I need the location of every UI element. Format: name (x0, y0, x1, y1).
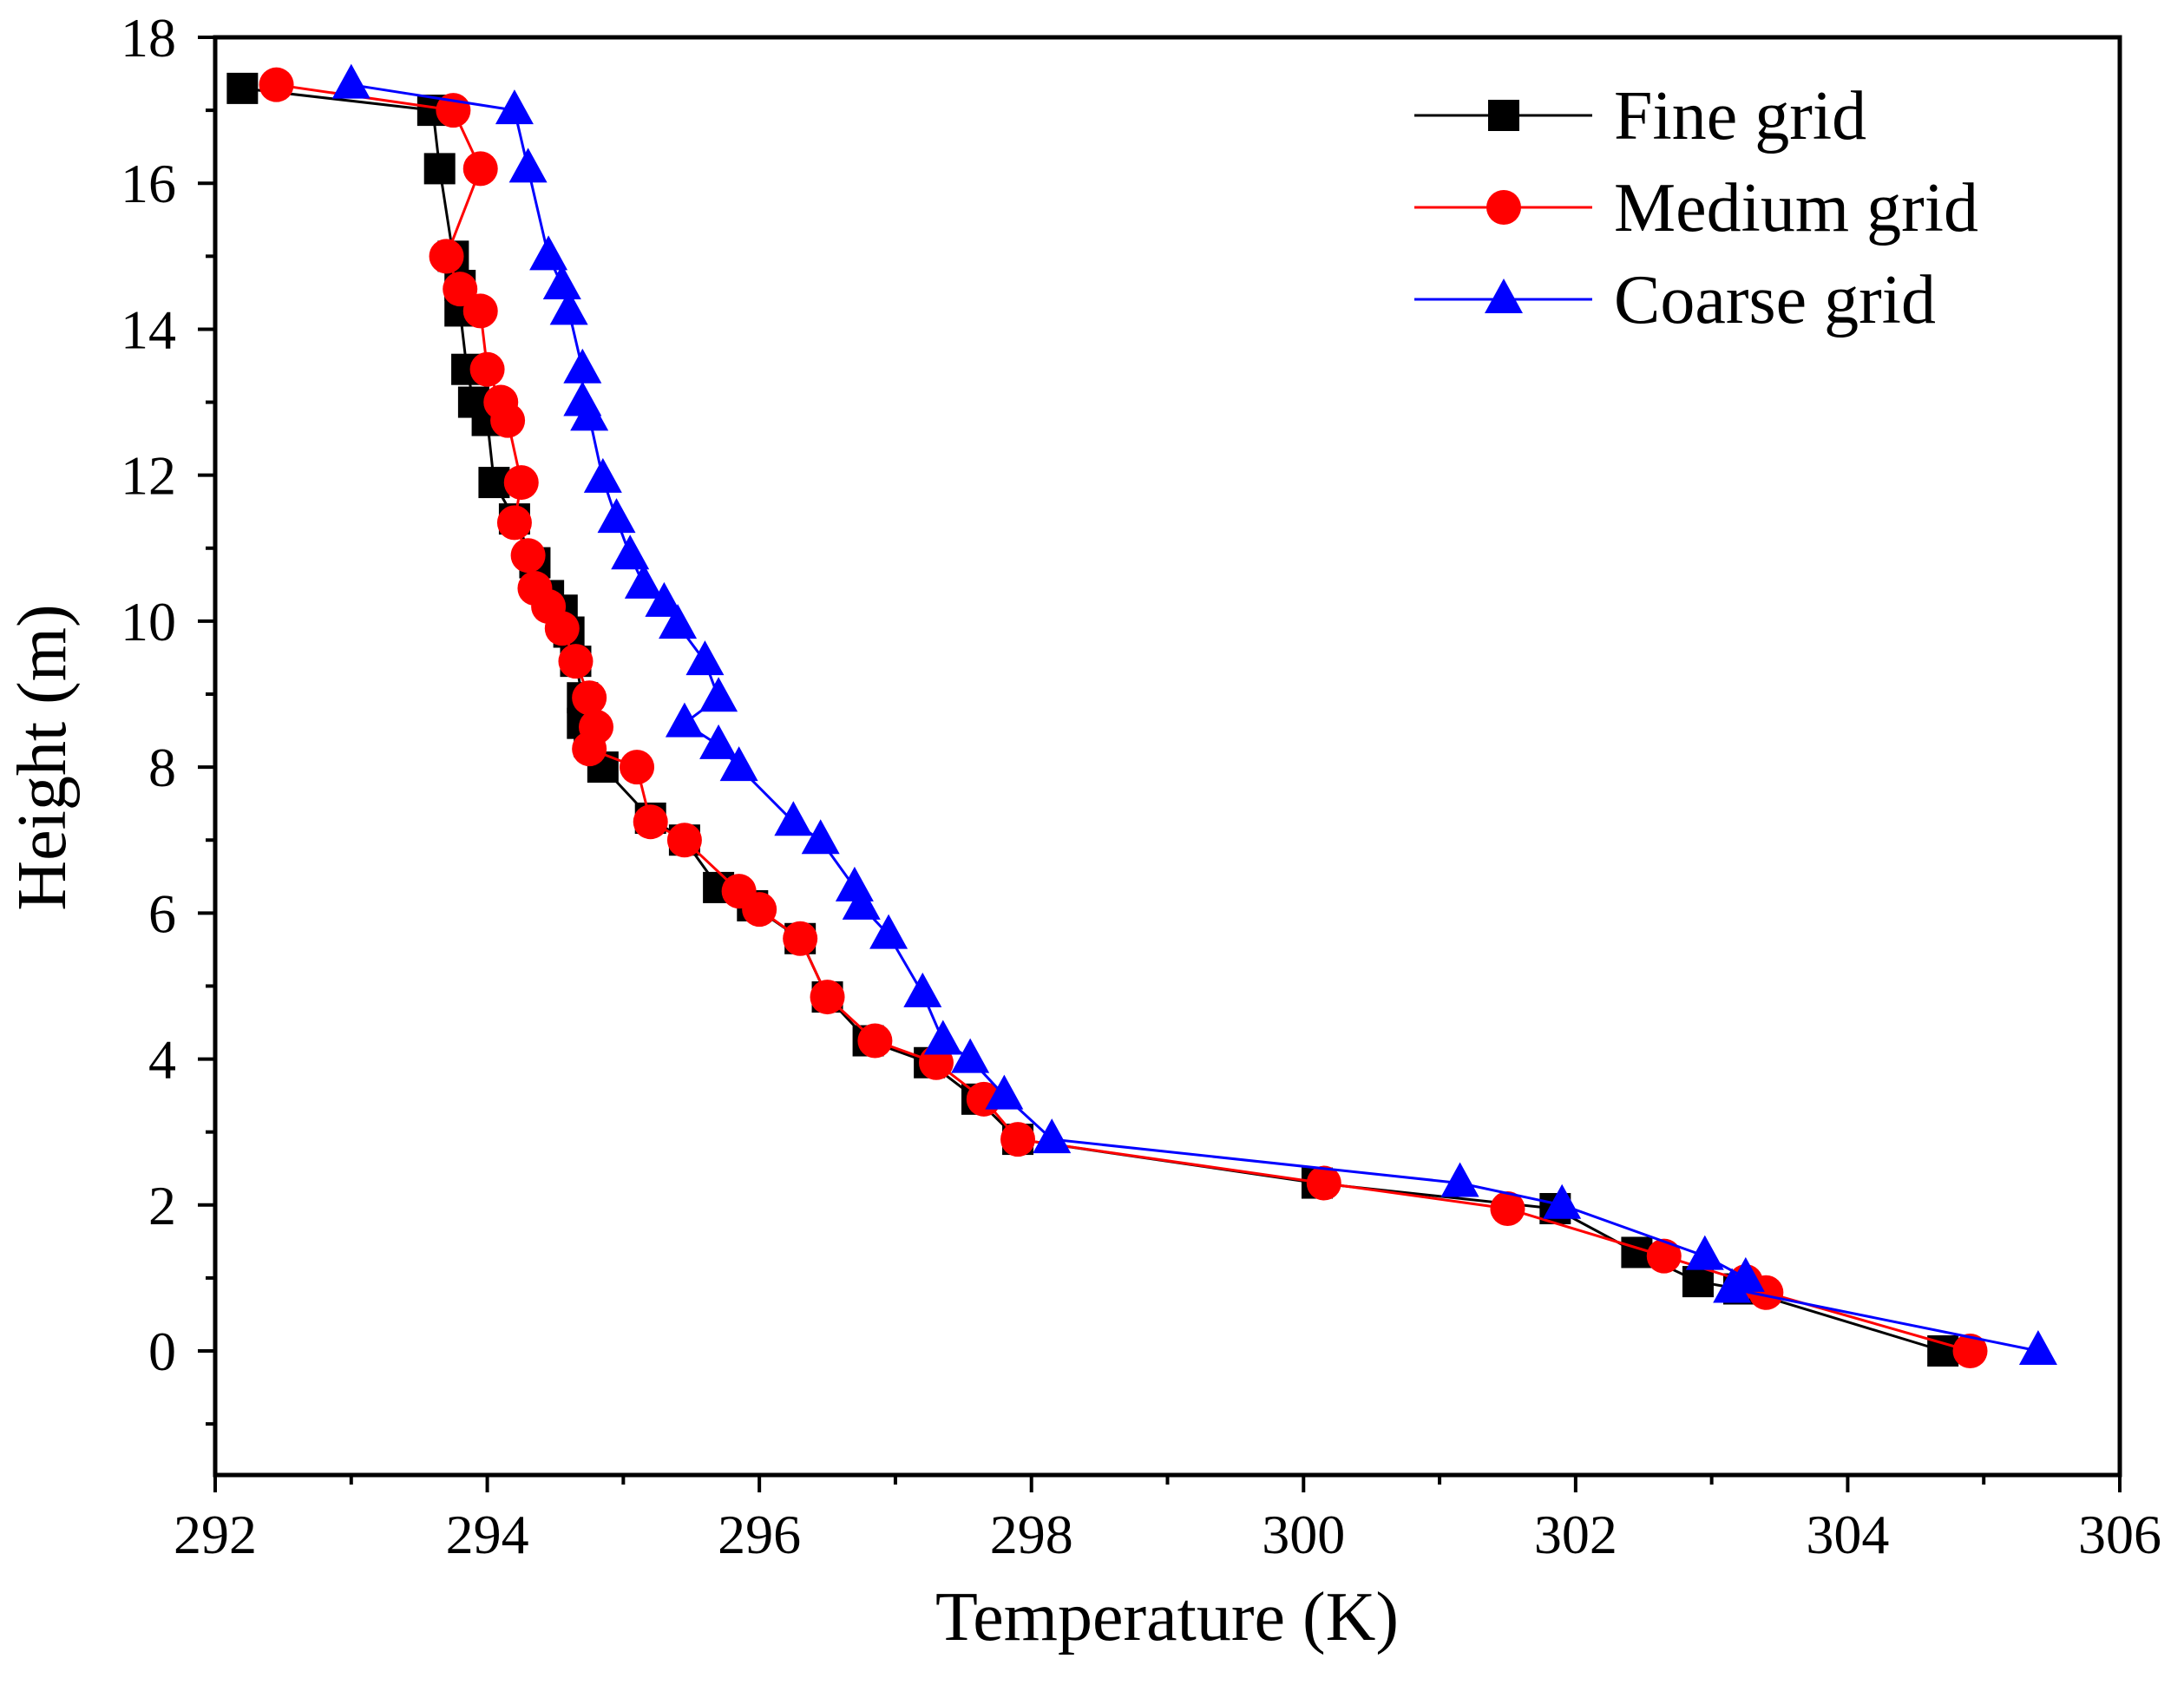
data-point (542, 264, 581, 299)
data-point (259, 67, 294, 102)
data-point (331, 63, 371, 99)
data-point (645, 581, 684, 617)
data-point (496, 505, 532, 541)
data-point (549, 290, 588, 325)
data-point (2018, 1330, 2057, 1366)
y-tick-label: 16 (121, 153, 176, 214)
x-tick-label: 302 (1534, 1504, 1617, 1565)
legend: Fine grid Medium grid Coarse grid (1414, 78, 1978, 338)
legend-label: Medium grid (1614, 170, 1978, 246)
y-axis-title: Height (m) (4, 604, 81, 910)
data-point (611, 534, 650, 570)
x-tick-label: 294 (446, 1504, 529, 1565)
data-point (699, 677, 738, 712)
data-point (1713, 1268, 1752, 1303)
data-point (429, 239, 464, 274)
data-point (985, 1074, 1024, 1110)
x-tick-label: 296 (718, 1504, 801, 1565)
data-point (510, 538, 546, 574)
x-axis-title: Temperature (K) (935, 1579, 1399, 1655)
data-point (443, 272, 478, 307)
y-tick-label: 0 (148, 1321, 176, 1382)
data-point (1490, 1190, 1525, 1226)
data-point (1952, 1334, 1988, 1369)
x-tick-label: 306 (2078, 1504, 2161, 1565)
x-tick-label: 304 (1806, 1504, 1889, 1565)
legend-item: Fine grid (1414, 78, 1866, 154)
data-point (597, 498, 636, 534)
data-point (1543, 1183, 1582, 1219)
data-point (685, 640, 725, 676)
data-point (1306, 1165, 1341, 1201)
data-point (529, 235, 568, 271)
data-point (490, 403, 526, 438)
data-point (226, 72, 259, 104)
data-point (1646, 1238, 1682, 1274)
series-coarse-grid (331, 63, 2057, 1366)
legend-label: Fine grid (1614, 78, 1866, 154)
data-point (558, 644, 594, 679)
data-point (495, 89, 534, 125)
ticks-layer: 292 294 296 298 300 302 304 306 0 2 4 6 8 10 12 14 16 18 (121, 7, 2161, 1565)
data-point (659, 604, 698, 639)
y-tick-label: 12 (121, 445, 176, 507)
y-tick-label: 2 (148, 1175, 176, 1236)
data-point (699, 724, 738, 759)
data-point (423, 153, 456, 185)
legend-marker (1486, 190, 1521, 225)
data-point (810, 980, 845, 1015)
data-point (624, 563, 663, 599)
y-tick-label: 6 (148, 882, 176, 944)
data-point (572, 731, 607, 767)
data-point (544, 611, 580, 646)
y-tick-label: 10 (121, 591, 176, 652)
x-tick-label: 300 (1262, 1504, 1345, 1565)
data-point (742, 892, 777, 928)
x-tick-label: 298 (990, 1504, 1073, 1565)
data-point (666, 823, 702, 858)
legend-item: Medium grid (1414, 170, 1978, 246)
data-point (462, 293, 498, 329)
data-point (572, 680, 607, 716)
legend-marker (1485, 279, 1523, 313)
data-point (508, 148, 548, 183)
data-point (503, 465, 539, 501)
data-point (801, 819, 840, 855)
data-point (869, 914, 908, 949)
data-point (783, 921, 818, 956)
legend-label: Coarse grid (1614, 262, 1936, 338)
legend-marker (1488, 100, 1519, 131)
data-point (570, 396, 609, 431)
data-point (951, 1038, 990, 1073)
data-point (842, 884, 881, 920)
y-tick-label: 14 (121, 298, 176, 360)
data-point (563, 348, 602, 384)
data-point (923, 1019, 962, 1055)
data-point (469, 351, 505, 387)
x-tick-label: 292 (174, 1504, 257, 1565)
data-point (633, 804, 668, 840)
data-point (665, 702, 704, 738)
data-point (719, 746, 758, 782)
series-layer (226, 63, 2057, 1369)
data-point (774, 801, 813, 836)
data-point (1000, 1122, 1036, 1157)
data-point (1033, 1118, 1072, 1154)
series-medium-grid (259, 67, 1988, 1369)
data-point (1685, 1235, 1724, 1270)
legend-item: Coarse grid (1414, 262, 1936, 338)
y-tick-label: 8 (148, 737, 176, 798)
data-point (620, 750, 655, 785)
data-point (462, 151, 498, 187)
data-point (903, 972, 942, 1007)
y-tick-label: 18 (121, 7, 176, 69)
data-point (583, 457, 622, 493)
data-point (857, 1023, 893, 1059)
y-tick-label: 4 (148, 1029, 176, 1091)
data-point (1440, 1162, 1479, 1197)
